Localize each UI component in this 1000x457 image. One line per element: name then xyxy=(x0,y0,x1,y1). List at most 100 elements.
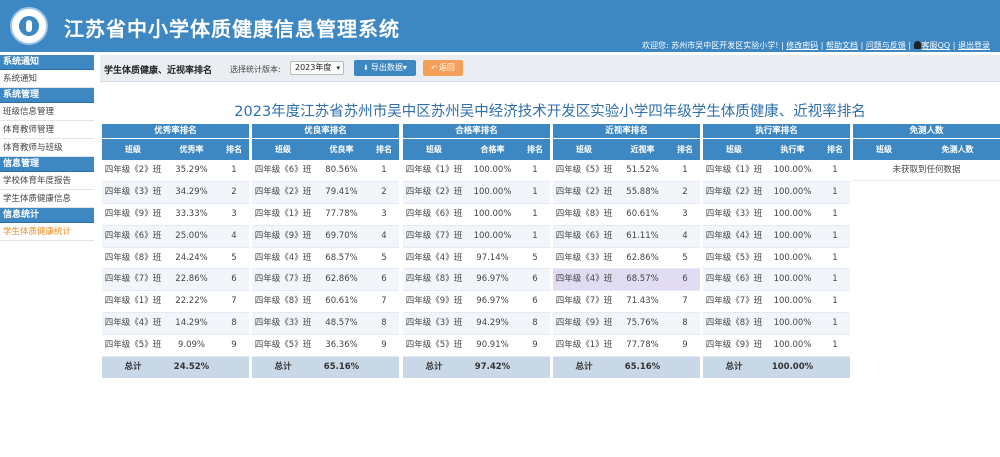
rank-cell: 1 xyxy=(231,165,237,175)
qq-icon xyxy=(913,41,921,49)
rank-cell: 4 xyxy=(682,230,688,241)
exempt-column-header: 班级 免测人数 xyxy=(853,139,1000,160)
table-row: 四年级《2》班 100.00% 1 xyxy=(703,181,850,204)
table-row: 四年级《3》班 34.29% 2 xyxy=(102,181,249,204)
class-cell: 四年级《8》班 xyxy=(104,252,162,263)
rank-cell: 8 xyxy=(682,318,688,329)
table-row: 四年级《4》班 68.57% 6 xyxy=(553,269,700,292)
download-icon: ⬇ xyxy=(363,64,369,72)
col-rank-header: 排名 xyxy=(827,145,843,154)
panel-title: 优良率排名 xyxy=(252,124,399,139)
table-row: 四年级《9》班 69.70% 4 xyxy=(252,225,399,248)
export-button[interactable]: ⬇ 导出数据▾ xyxy=(354,60,416,76)
change-password-link[interactable]: 修改密码 xyxy=(786,41,819,50)
total-label: 总计 xyxy=(725,362,743,373)
class-cell: 四年级《9》班 xyxy=(104,208,162,219)
table-row: 四年级《6》班 80.56% 1 xyxy=(252,160,399,182)
ranking-panel: 优秀率排名 班级 优秀率 排名 四年级《2》班 35.29% 1 四年级《3》班 34.29% 2… xyxy=(102,124,249,379)
rank-cell: 9 xyxy=(532,340,538,351)
sidebar-item[interactable]: 学校体育年度报告 xyxy=(0,172,94,190)
total-rank-empty xyxy=(369,357,399,378)
total-label: 总计 xyxy=(124,362,142,373)
rate-cell: 36.36% xyxy=(325,340,358,351)
class-cell: 四年级《9》班 xyxy=(405,296,463,307)
version-label: 选择统计版本: xyxy=(230,65,281,74)
class-cell: 四年级《5》班 xyxy=(555,165,613,175)
rank-cell: 1 xyxy=(381,165,387,175)
class-cell: 四年级《1》班 xyxy=(555,340,613,351)
rank-cell: 1 xyxy=(682,165,688,175)
rate-cell: 34.29% xyxy=(175,186,208,197)
ranking-panel: 合格率排名 班级 合格率 排名 四年级《1》班 100.00% 1 四年级《2》班 100.00… xyxy=(403,124,550,379)
support-qq-link[interactable]: 客服QQ xyxy=(921,41,951,50)
col-metric-header: 近视率 xyxy=(630,145,655,154)
sidebar-item[interactable]: 体育教师与班级 xyxy=(0,139,94,157)
version-select[interactable]: 2023年度 ▾ xyxy=(290,61,344,75)
table-row: 四年级《3》班 48.57% 8 xyxy=(252,313,399,336)
back-button[interactable]: ↶ 返回 xyxy=(423,60,463,76)
rank-cell: 1 xyxy=(832,208,838,219)
total-rank-empty xyxy=(670,357,700,378)
rank-cell: 1 xyxy=(532,186,538,197)
rate-cell: 94.29% xyxy=(476,318,509,329)
rate-cell: 71.43% xyxy=(626,296,659,307)
page-title: 学生体质健康、近视率排名 xyxy=(104,66,213,76)
rank-cell: 7 xyxy=(682,296,688,307)
rank-cell: 7 xyxy=(231,296,237,307)
panel-title: 执行率排名 xyxy=(703,124,850,139)
table-body: 四年级《1》班 100.00% 1 四年级《2》班 100.00% 1 四年级《3》班 100… xyxy=(703,160,850,358)
exempt-panel: 免测人数 班级 免测人数 未获取到任何数据 xyxy=(853,124,1000,181)
rate-cell: 69.70% xyxy=(325,230,358,241)
table-body: 四年级《2》班 35.29% 1 四年级《3》班 34.29% 2 四年级《9》班 33.33… xyxy=(102,160,249,358)
sidebar-item[interactable]: 学生体质健康信息 xyxy=(0,190,94,208)
table-row: 四年级《2》班 55.88% 2 xyxy=(553,181,700,204)
sidebar-item[interactable]: 系统通知 xyxy=(0,70,94,88)
welcome-text: 欢迎您: 苏州市吴中区开发区实验小学! xyxy=(641,41,779,50)
table-row: 四年级《3》班 62.86% 5 xyxy=(553,248,700,270)
version-select-value: 2023年度 xyxy=(295,63,332,72)
table-row: 四年级《6》班 61.11% 4 xyxy=(553,225,700,248)
rank-cell: 5 xyxy=(682,252,688,263)
total-label: 总计 xyxy=(575,362,593,373)
rate-cell: 100.00% xyxy=(473,208,512,219)
rate-cell: 60.61% xyxy=(626,208,659,219)
table-row: 四年级《4》班 100.00% 1 xyxy=(703,225,850,248)
class-cell: 四年级《9》班 xyxy=(254,230,312,241)
rate-cell: 55.88% xyxy=(626,186,659,197)
class-cell: 四年级《4》班 xyxy=(705,230,763,241)
help-doc-link[interactable]: 帮助文档 xyxy=(826,41,859,50)
rank-cell: 1 xyxy=(832,165,838,175)
column-header: 班级 优秀率 排名 xyxy=(102,139,249,160)
sidebar-item[interactable]: 班级信息管理 xyxy=(0,103,94,121)
rate-cell: 68.57% xyxy=(626,274,659,285)
total-row: 总计 65.16% xyxy=(252,357,399,379)
app-header: 江苏省中小学体质健康信息管理系统 欢迎您: 苏州市吴中区开发区实验小学! | 修… xyxy=(0,0,1000,52)
report-title: 2023年度江苏省苏州市吴中区苏州吴中经济技术开发区实验小学四年级学生体质健康、… xyxy=(234,104,866,120)
table-row: 四年级《7》班 100.00% 1 xyxy=(703,291,850,314)
rate-cell: 35.29% xyxy=(175,165,208,175)
rank-cell: 8 xyxy=(381,318,387,329)
rate-cell: 51.52% xyxy=(626,165,659,175)
table-row: 四年级《6》班 100.00% 1 xyxy=(403,204,550,226)
rank-cell: 1 xyxy=(532,230,538,241)
rate-cell: 80.56% xyxy=(325,165,358,175)
table-row: 四年级《8》班 60.61% 7 xyxy=(252,291,399,314)
class-cell: 四年级《4》班 xyxy=(555,274,613,285)
table-row: 四年级《8》班 100.00% 1 xyxy=(703,313,850,336)
class-cell: 四年级《7》班 xyxy=(104,274,162,285)
rank-cell: 8 xyxy=(231,318,237,329)
rank-cell: 9 xyxy=(381,340,387,351)
logout-link[interactable]: 退出登录 xyxy=(958,41,990,50)
class-cell: 四年级《2》班 xyxy=(405,186,463,197)
rate-cell: 62.86% xyxy=(626,252,659,263)
feedback-link[interactable]: 问题与反馈 xyxy=(865,41,906,50)
table-row: 四年级《4》班 97.14% 5 xyxy=(403,248,550,270)
ranking-panel: 优良率排名 班级 优良率 排名 四年级《6》班 80.56% 1 四年级《2》班 79.41% 2… xyxy=(252,124,399,379)
total-value: 65.16% xyxy=(323,362,360,373)
rate-cell: 100.00% xyxy=(773,186,812,197)
column-header: 班级 近视率 排名 xyxy=(553,139,700,160)
sidebar-item[interactable]: 学生体质健康统计 xyxy=(0,223,94,241)
class-cell: 四年级《5》班 xyxy=(104,340,162,351)
col-class-header: 班级 xyxy=(125,145,141,154)
sidebar-item[interactable]: 体育教师管理 xyxy=(0,121,94,139)
